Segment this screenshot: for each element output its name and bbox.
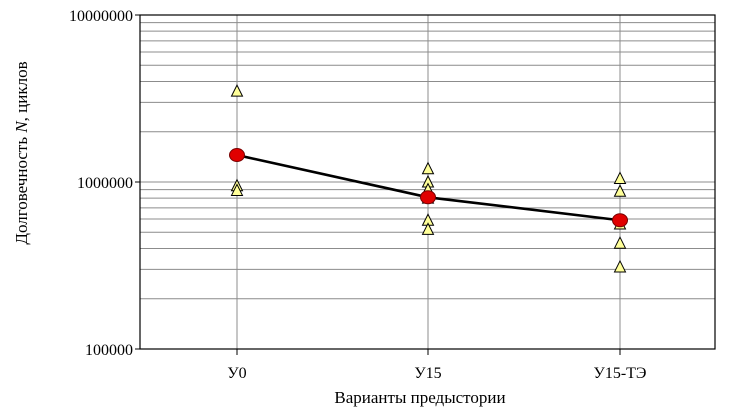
y-tick-label: 10000000 bbox=[69, 8, 133, 25]
data-point-mean bbox=[420, 190, 436, 205]
x-axis-title: Варианты предыстории bbox=[334, 388, 505, 407]
x-tick-label: У0 bbox=[227, 365, 246, 382]
data-point-triangle bbox=[613, 259, 627, 273]
x-tick-label: У15-ТЭ bbox=[594, 365, 647, 382]
y-axis-title-part-1: Долговечность bbox=[12, 133, 31, 245]
y-axis-title-part-2: N bbox=[12, 120, 31, 134]
y-tick-label: 100000 bbox=[85, 342, 133, 359]
data-point-triangle bbox=[230, 183, 244, 196]
data-point-triangle bbox=[613, 184, 627, 197]
axis-labels: Варианты предыстории Долговечность N, ци… bbox=[12, 8, 647, 407]
data-point-mean bbox=[229, 148, 245, 163]
y-axis-title-part-3: , циклов bbox=[12, 61, 31, 121]
data-point-triangle bbox=[421, 222, 435, 235]
data-point-mean bbox=[612, 213, 628, 228]
data-point-triangle bbox=[421, 161, 435, 175]
plot-frame bbox=[135, 14, 716, 355]
data-markers bbox=[229, 84, 628, 273]
data-point-triangle bbox=[613, 171, 627, 184]
y-tick-label: 1000000 bbox=[77, 175, 133, 192]
x-tick-label: У15 bbox=[414, 365, 441, 382]
data-point-triangle bbox=[613, 236, 627, 249]
data-point-triangle bbox=[230, 84, 244, 97]
y-axis-title: Долговечность N, циклов bbox=[12, 61, 31, 244]
